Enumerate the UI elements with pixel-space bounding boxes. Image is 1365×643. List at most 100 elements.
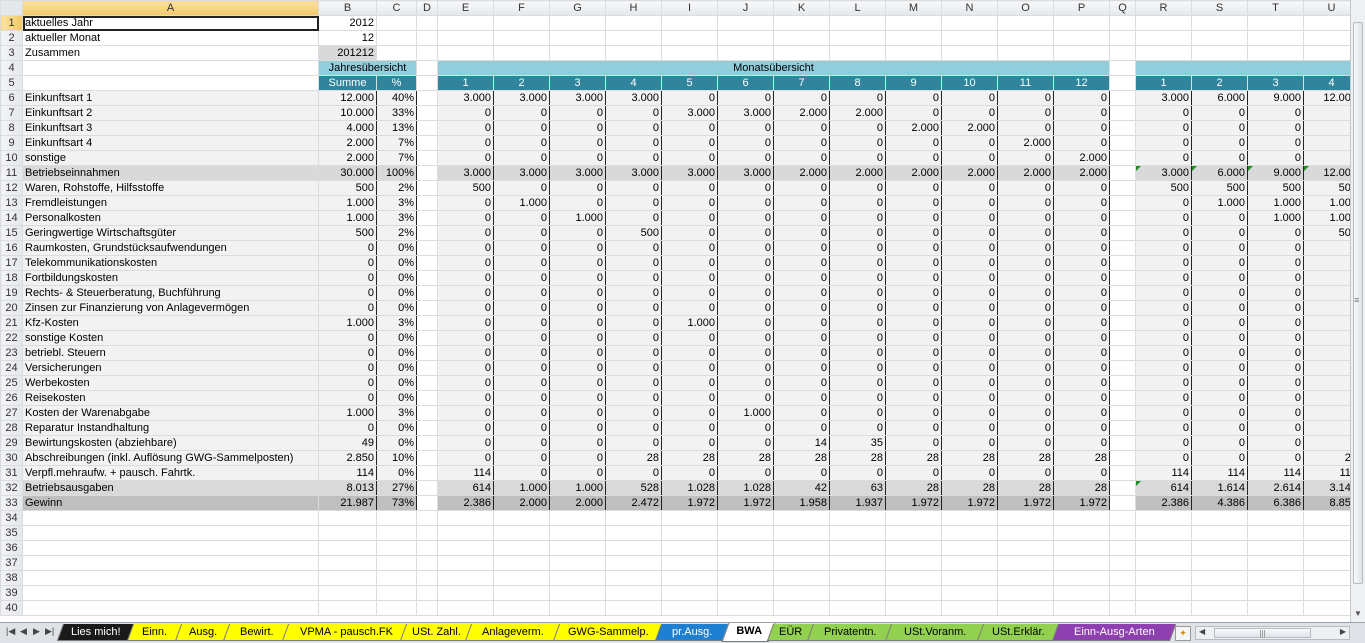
row-header-23[interactable]: 23: [0, 345, 23, 361]
empty-cell[interactable]: [829, 45, 886, 61]
month-value-cell[interactable]: 0: [829, 330, 886, 346]
month-value-cell[interactable]: 0: [437, 360, 494, 376]
row-label-cell[interactable]: Abschreibungen (inkl. Auflösung GWG-Samm…: [22, 450, 319, 466]
spreadsheet-grid[interactable]: A B C D E F G H I J K L M N O P Q R S T U 1 aktuelles Jahr 2012…: [0, 0, 1350, 622]
month-value-cell[interactable]: 0: [549, 420, 606, 436]
cumulative-value-cell[interactable]: 0: [1191, 390, 1248, 406]
empty-cell[interactable]: [1053, 555, 1110, 571]
info-label-cell[interactable]: aktuelles Jahr: [22, 15, 319, 31]
month-value-cell[interactable]: 0: [941, 435, 998, 451]
empty-cell[interactable]: [437, 45, 494, 61]
empty-cell[interactable]: [997, 15, 1054, 31]
month-value-cell[interactable]: 1.000: [493, 480, 550, 496]
cumulative-value-cell[interactable]: 0: [1191, 330, 1248, 346]
empty-cell[interactable]: [1109, 210, 1136, 226]
column-header-r[interactable]: R: [1135, 0, 1192, 16]
empty-cell[interactable]: [1109, 75, 1136, 91]
cumulative-value-cell[interactable]: 0: [1191, 285, 1248, 301]
empty-cell[interactable]: [661, 555, 718, 571]
empty-cell[interactable]: [416, 450, 438, 466]
month-value-cell[interactable]: 0: [493, 210, 550, 226]
empty-cell[interactable]: [1247, 15, 1304, 31]
month-value-cell[interactable]: 0: [885, 315, 942, 331]
year-percent-cell[interactable]: 0%: [376, 375, 417, 391]
month-value-cell[interactable]: 2.472: [605, 495, 662, 511]
empty-cell[interactable]: [1053, 570, 1110, 586]
month-value-cell[interactable]: 0: [941, 255, 998, 271]
row-header-2[interactable]: 2: [0, 30, 23, 46]
empty-cell[interactable]: [1247, 555, 1304, 571]
month-value-cell[interactable]: 0: [1053, 120, 1110, 136]
month-value-cell[interactable]: 0: [885, 360, 942, 376]
month-value-cell[interactable]: 35: [829, 435, 886, 451]
empty-cell[interactable]: [376, 525, 417, 541]
empty-cell[interactable]: [1135, 540, 1192, 556]
month-value-cell[interactable]: 0: [997, 285, 1054, 301]
empty-cell[interactable]: [1135, 555, 1192, 571]
row-label-cell[interactable]: Kfz-Kosten: [22, 315, 319, 331]
month-value-cell[interactable]: 28: [997, 450, 1054, 466]
month-value-cell[interactable]: 0: [885, 105, 942, 121]
month-value-cell[interactable]: 0: [885, 405, 942, 421]
empty-cell[interactable]: [773, 30, 830, 46]
month-value-cell[interactable]: 0: [605, 270, 662, 286]
month-value-cell[interactable]: 0: [605, 240, 662, 256]
month-value-cell[interactable]: 0: [941, 105, 998, 121]
month-value-cell[interactable]: 2.000: [885, 120, 942, 136]
month-value-cell[interactable]: 1.000: [661, 315, 718, 331]
empty-cell[interactable]: [1053, 600, 1110, 616]
month-value-cell[interactable]: 500: [437, 180, 494, 196]
cumulative-value-cell[interactable]: 114: [1247, 465, 1304, 481]
empty-cell[interactable]: [549, 45, 606, 61]
empty-cell[interactable]: [1109, 495, 1136, 511]
cumulative-value-cell[interactable]: 4.386: [1191, 495, 1248, 511]
cumulative-value-cell[interactable]: 0: [1247, 255, 1304, 271]
month-value-cell[interactable]: 0: [829, 120, 886, 136]
empty-cell[interactable]: [773, 525, 830, 541]
cumulative-value-cell[interactable]: 9.000: [1247, 90, 1304, 106]
month-value-cell[interactable]: 0: [493, 360, 550, 376]
cumulative-value-cell[interactable]: 0: [1135, 435, 1192, 451]
horizontal-scrollbar[interactable]: ◀ ||| ▶: [1195, 626, 1350, 640]
month-value-cell[interactable]: 0: [941, 225, 998, 241]
empty-cell[interactable]: [885, 45, 942, 61]
empty-cell[interactable]: [1109, 180, 1136, 196]
cumulative-value-cell[interactable]: 0: [1191, 255, 1248, 271]
year-sum-cell[interactable]: 0: [318, 255, 377, 271]
year-sum-cell[interactable]: 49: [318, 435, 377, 451]
cumulative-value-cell[interactable]: 0: [1191, 420, 1248, 436]
month-value-cell[interactable]: 28: [941, 450, 998, 466]
month-value-cell[interactable]: 1.000: [549, 210, 606, 226]
month-value-cell[interactable]: 28: [829, 450, 886, 466]
row-label-cell[interactable]: Gewinn: [22, 495, 319, 511]
row-header-35[interactable]: 35: [0, 525, 23, 541]
month-value-cell[interactable]: 0: [661, 135, 718, 151]
empty-cell[interactable]: [493, 540, 550, 556]
month-value-cell[interactable]: 0: [1053, 105, 1110, 121]
cumulative-value-cell[interactable]: 0: [1135, 210, 1192, 226]
empty-cell[interactable]: [437, 525, 494, 541]
empty-cell[interactable]: [941, 600, 998, 616]
empty-cell[interactable]: [885, 30, 942, 46]
empty-cell[interactable]: [376, 30, 417, 46]
month-value-cell[interactable]: 28: [1053, 450, 1110, 466]
row-header-25[interactable]: 25: [0, 375, 23, 391]
month-value-cell[interactable]: 0: [717, 195, 774, 211]
month-value-cell[interactable]: 0: [941, 240, 998, 256]
month-value-cell[interactable]: 28: [661, 450, 718, 466]
cumulative-value-cell[interactable]: 500: [1191, 180, 1248, 196]
month-value-cell[interactable]: 0: [549, 345, 606, 361]
month-value-cell[interactable]: 0: [605, 315, 662, 331]
month-value-cell[interactable]: 3.000: [549, 90, 606, 106]
empty-cell[interactable]: [997, 600, 1054, 616]
empty-cell[interactable]: [717, 525, 774, 541]
year-sum-cell[interactable]: 0: [318, 285, 377, 301]
empty-cell[interactable]: [885, 540, 942, 556]
year-sum-cell[interactable]: 0: [318, 390, 377, 406]
month-value-cell[interactable]: 0: [829, 465, 886, 481]
month-value-cell[interactable]: 0: [549, 300, 606, 316]
month-value-cell[interactable]: 0: [717, 300, 774, 316]
row-label-cell[interactable]: Reparatur Instandhaltung: [22, 420, 319, 436]
cumulative-value-cell[interactable]: 3.142: [1303, 480, 1350, 496]
empty-cell[interactable]: [1109, 375, 1136, 391]
